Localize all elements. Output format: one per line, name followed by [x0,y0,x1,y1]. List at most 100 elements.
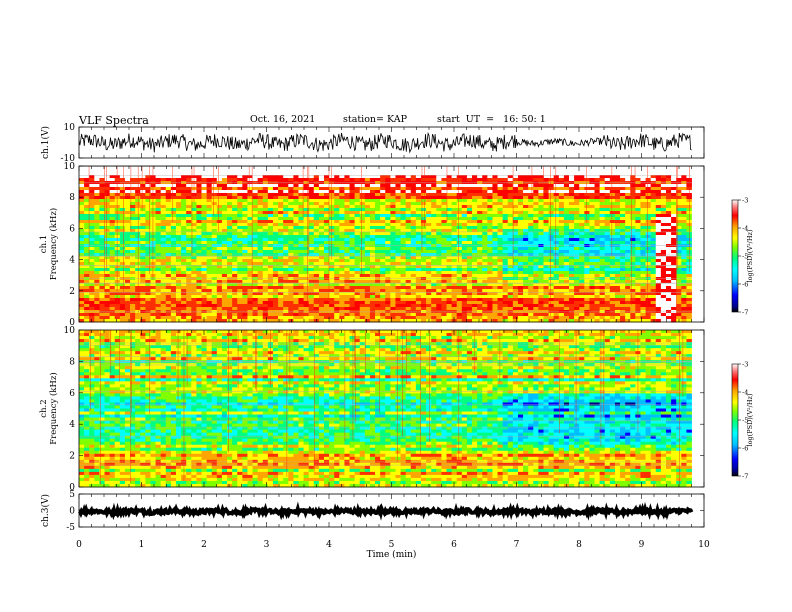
spectrogram-cell [308,262,315,266]
spectrogram-cell [548,175,555,179]
spectrogram-cell [227,184,233,188]
spectrogram-cell [563,262,570,266]
spectrogram-cell [89,190,95,194]
spectrogram-cell [124,214,131,218]
spectrogram-cell [630,169,636,173]
spectrogram-cell [303,229,310,233]
spectrogram-cell [318,175,325,179]
spectrogram-cell [630,232,636,236]
spectrogram-cell [140,232,146,236]
spectrogram-cell [574,190,580,194]
spectrogram-cell [614,190,621,194]
spectrogram-cell [84,274,90,278]
spectrogram-cell [303,166,310,170]
spectrogram-cell [181,169,187,173]
spectrogram-cell [630,184,636,188]
spectrogram-cell [257,175,264,179]
spectrogram-cell [630,172,636,176]
spectrogram-cell [497,223,504,227]
spectrogram-cell [477,202,483,206]
spectrogram-cell [665,220,672,224]
spectrogram-cell [160,229,167,233]
spectrogram-cell [446,226,452,230]
spectrogram-cell [293,202,299,206]
spectrogram-cell [267,247,274,251]
spectrogram-cell [201,223,207,227]
spectrogram-cell [145,268,151,272]
spectrogram-cell [237,226,243,230]
spectrogram-cell [492,226,498,230]
spectrogram-cell [201,226,207,230]
spectrogram-cell [329,178,335,182]
spectrogram-cell [426,169,432,173]
spectrogram-cell [206,178,213,182]
spectrogram-cell [339,175,345,179]
spectrogram-cell [221,187,228,191]
spectrogram-cell [150,283,156,287]
spectrogram-cell [563,232,570,236]
spectrogram-cell [625,274,631,278]
spectrogram-cell [665,187,672,191]
spectrogram-cell [477,268,483,272]
spectrogram-cell [283,166,289,170]
spectrogram-cell [671,211,677,215]
spectrogram-cell [574,208,580,212]
spectrogram-cell [645,247,652,251]
spectrogram-cell [308,271,315,275]
spectrogram-cell [569,199,575,203]
spectrogram-cell [512,271,519,275]
spectrogram-cell [630,235,636,239]
spectrogram-cell [655,247,662,251]
spectrogram-cell [196,223,202,227]
spectrogram-cell [548,211,555,215]
spectrogram-cell [262,193,269,197]
spectrogram-cell [278,202,284,206]
spectrogram-cell [227,235,233,239]
spectrogram-cell [686,220,692,224]
spectrogram-cell [523,184,529,188]
spectrogram-cell [472,178,478,182]
spectrogram-cell [686,184,692,188]
spectrogram-cell [206,262,213,266]
spectrogram-cell [221,247,228,251]
spectrogram-cell [196,262,202,266]
spectrogram-cell [497,187,504,191]
spectrogram-cell [604,226,611,230]
spectrogram-cell [574,199,580,203]
spectrogram-cell [318,238,325,242]
spectrogram-cell [451,235,458,239]
spectrogram-cell [630,229,636,233]
spectrogram-cell [89,226,95,230]
spectrogram-cell [278,178,284,182]
spectrogram-cell [109,190,116,194]
spectrogram-cell [145,238,151,242]
spectrogram-cell [512,214,519,218]
spectrogram-cell [89,223,95,227]
spectrogram-cell [247,238,253,242]
spectrogram-cell [135,274,141,278]
spectrogram-cell [671,262,677,266]
spectrogram-cell [135,175,141,179]
spectrogram-cell [196,214,202,218]
spectrogram-cell [140,172,146,176]
spectrogram-cell [354,241,361,245]
spectrogram-cell [569,268,575,272]
spectrogram-cell [278,256,284,260]
spectrogram-cell [272,205,279,209]
spectrogram-cell [211,238,218,242]
spectrogram-cell [671,187,677,191]
spectrogram-cell [364,274,371,278]
spectrogram-cell [635,238,641,242]
spectrogram-cell [94,247,100,251]
spectrogram-cell [517,217,524,221]
spectrogram-cell [441,238,447,242]
spectrogram-cell [502,247,509,251]
spectrogram-cell [441,175,447,179]
spectrogram-cell [364,190,371,194]
spectrogram-cell [170,235,177,239]
spectrogram-cell [385,223,391,227]
spectrogram-cell [492,169,498,173]
spectrogram-cell [196,166,202,170]
spectrogram-cell [135,202,141,206]
spectrogram-cell [242,283,248,287]
